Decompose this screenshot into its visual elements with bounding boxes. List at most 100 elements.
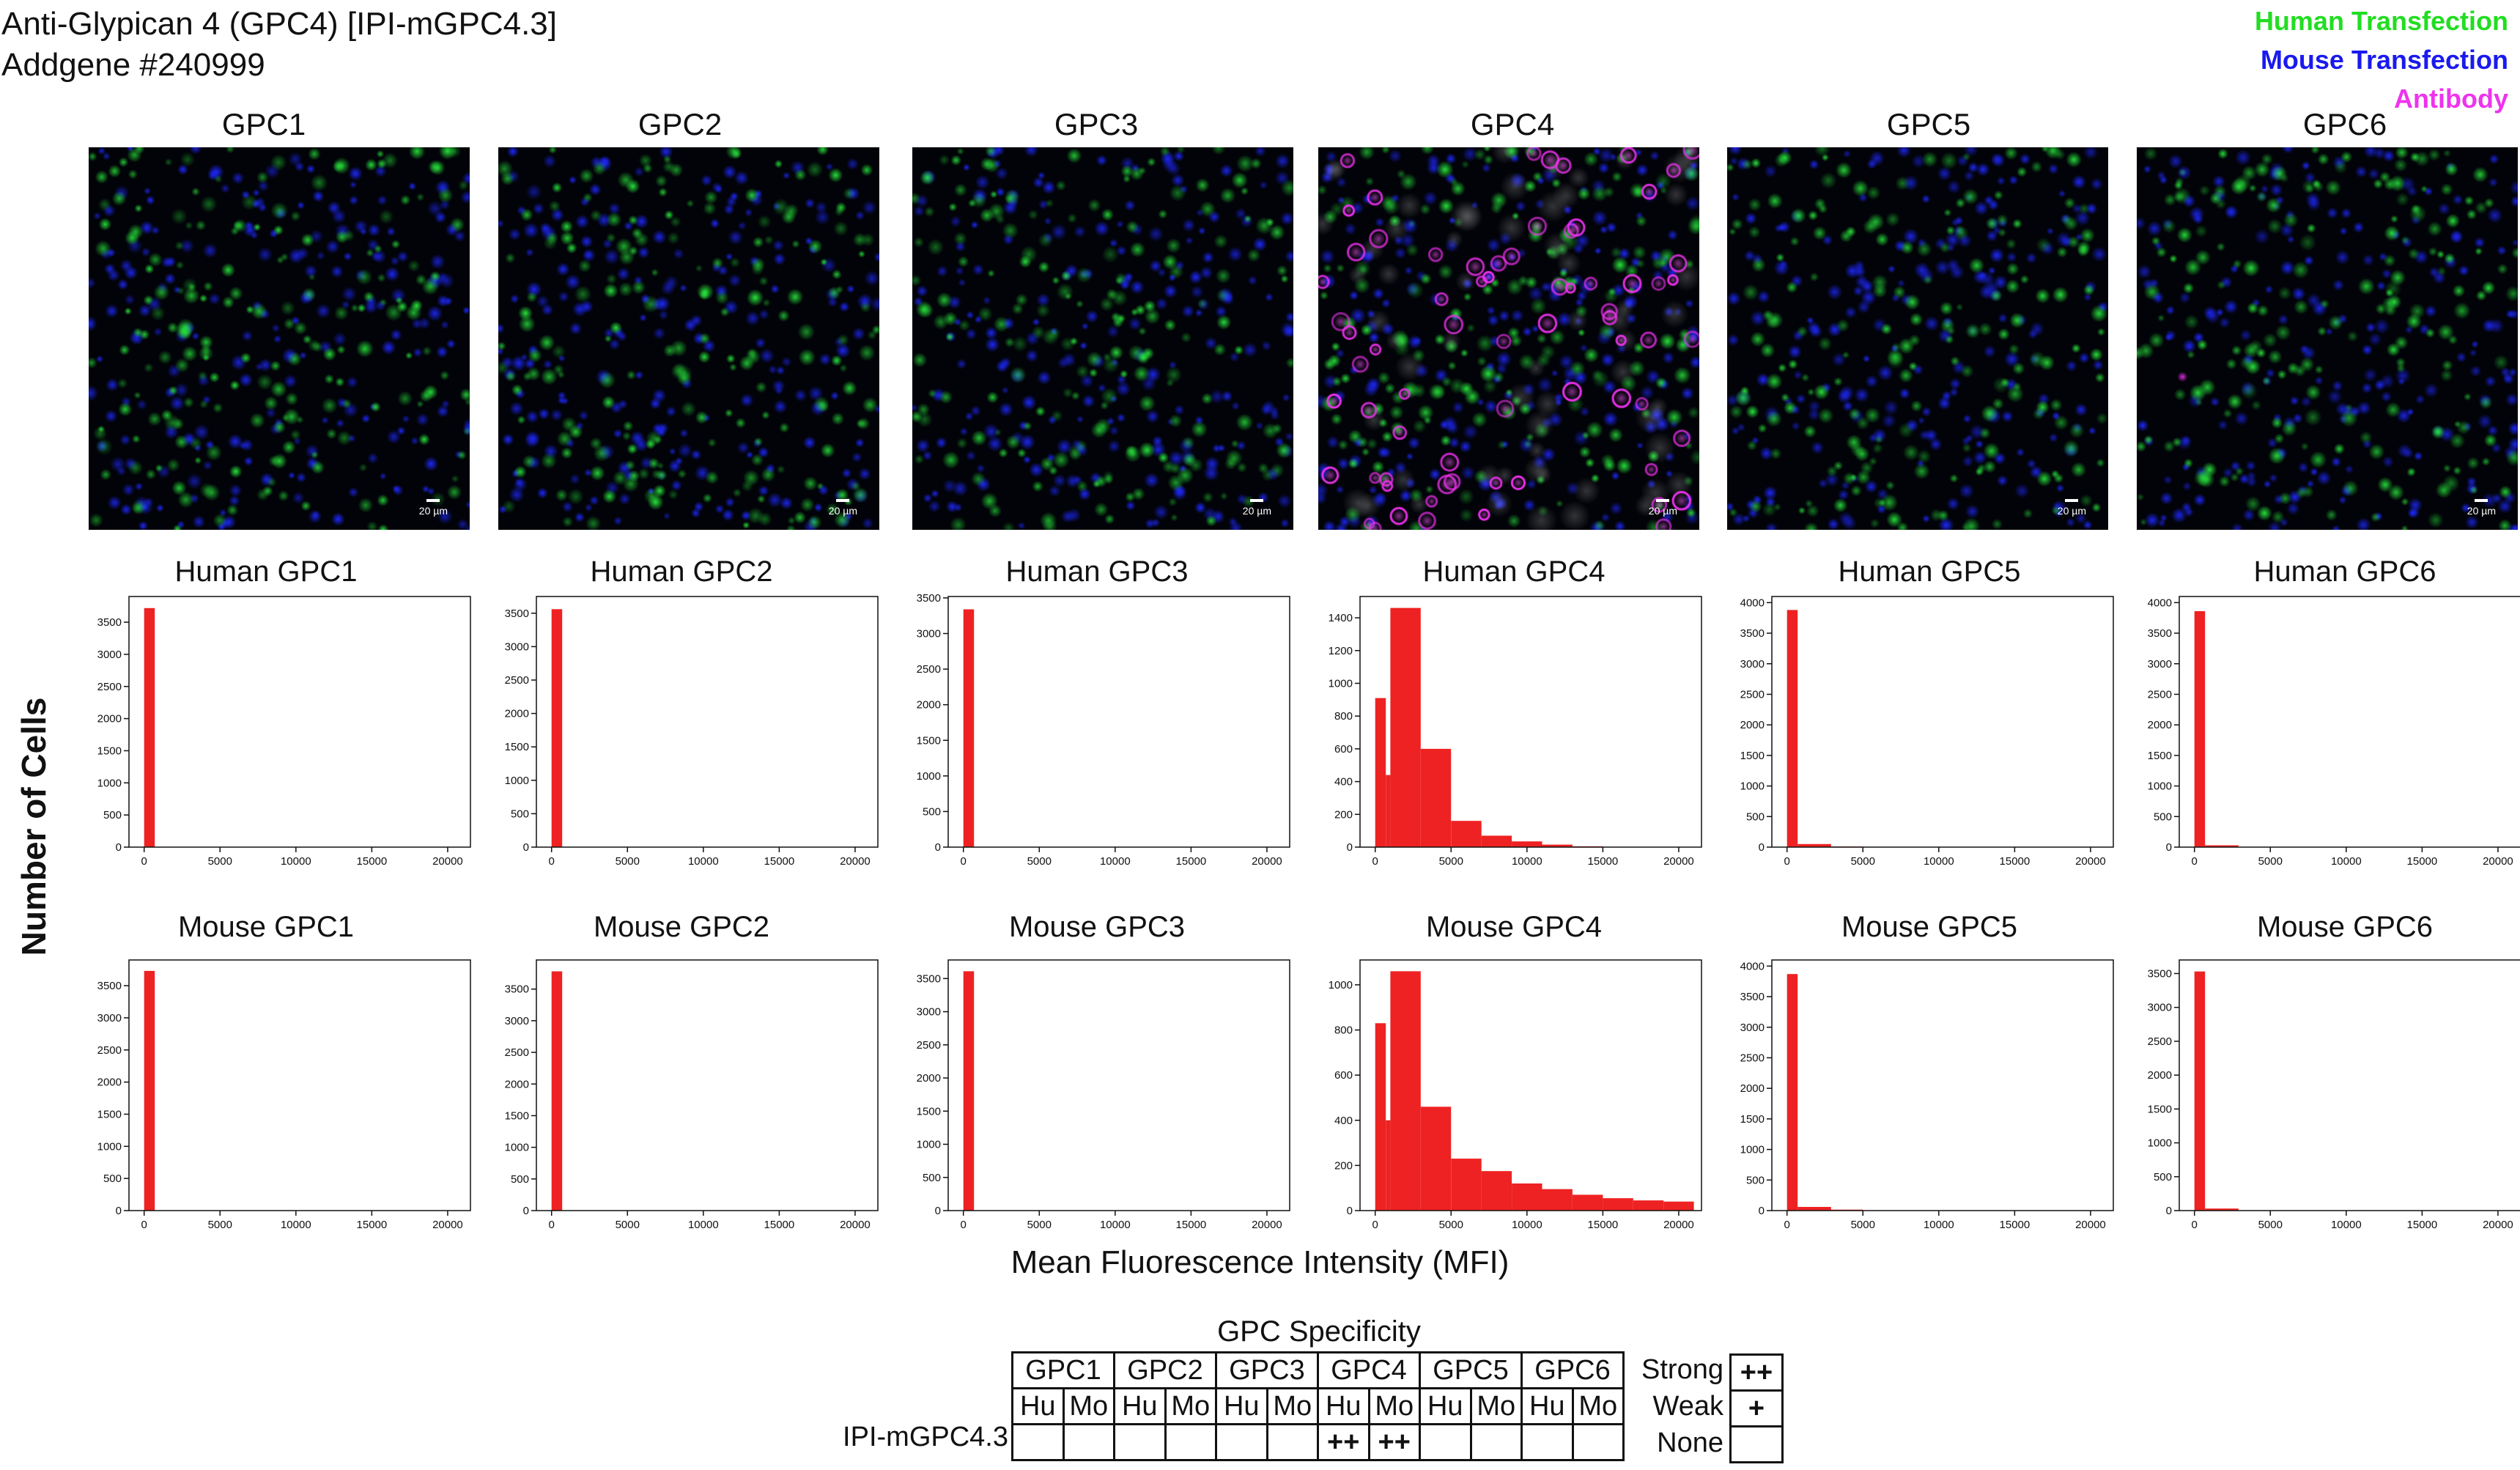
x-tick-label: 20000 [1663, 855, 1694, 868]
histogram-bar [1633, 1200, 1664, 1211]
y-tick-label: 3500 [97, 980, 122, 992]
x-tick-label: 0 [141, 855, 147, 868]
histogram-title-mouse-gpc2: Mouse GPC2 [593, 911, 770, 943]
x-tick-label: 5000 [1439, 855, 1463, 868]
histogram-human-gpc6: 0 500 1000 1500 2000 2500 3000 3500 4000 0 5000 100… [2148, 596, 2520, 868]
x-tick-label: 0 [1372, 855, 1378, 868]
specificity-result-row: ++ ++ [1011, 1423, 1625, 1461]
y-tick-label: 0 [935, 841, 941, 854]
micrograph-gpc2: 20 µm [498, 147, 879, 530]
histogram-title-human-gpc3: Human GPC3 [1005, 555, 1189, 588]
micrograph-gpc3-cells [912, 147, 1293, 530]
histogram-title-mouse-gpc4: Mouse GPC4 [1425, 911, 1603, 943]
x-tick-label: 5000 [2258, 855, 2283, 868]
y-tick-label: 2500 [917, 663, 941, 676]
y-tick-label: 1000 [1329, 979, 1353, 991]
y-tick-label: 0 [523, 841, 529, 854]
x-tick-label: 10000 [2331, 1219, 2362, 1231]
y-tick-label: 0 [116, 841, 122, 854]
y-tick-label: 0 [935, 1205, 941, 1217]
y-tick-label: 2000 [2148, 1069, 2172, 1082]
x-tick-label: 10000 [1924, 855, 1954, 868]
key-label-none: None [1657, 1427, 1723, 1458]
histogram-human-gpc1: 0 500 1000 1500 2000 2500 3000 3500 0 5000 10000 15… [97, 596, 471, 868]
histogram-bar [963, 971, 975, 1211]
x-tick-label: 20000 [1252, 855, 1282, 868]
x-tick-label: 15000 [357, 1219, 388, 1231]
histogram-title-human-gpc4: Human GPC4 [1422, 555, 1606, 588]
histogram-title-mouse-gpc3: Mouse GPC3 [1008, 911, 1186, 943]
y-tick-label: 2500 [2148, 1035, 2172, 1048]
key-label-weak: Weak [1652, 1391, 1723, 1422]
histogram-bar [1390, 607, 1421, 847]
x-tick-label: 10000 [1924, 1219, 1954, 1231]
y-tick-label: 500 [511, 1173, 529, 1186]
histogram-title-mouse-gpc6: Mouse GPC6 [2256, 911, 2434, 943]
histogram-bar [144, 607, 155, 847]
micrograph-gpc3: 20 µm [912, 147, 1293, 530]
y-tick-label: 1000 [917, 1139, 941, 1151]
y-tick-label: 1500 [505, 1109, 529, 1122]
scale-bar: 20 µm [2058, 499, 2086, 517]
y-tick-label: 1500 [1740, 1113, 1765, 1126]
spec-sub-hu: Hu [1521, 1387, 1574, 1425]
x-tick-label: 10000 [1100, 1219, 1131, 1231]
spec-group-gpc1: GPC1 [1011, 1351, 1115, 1389]
micrograph-gpc6-cells [2137, 147, 2518, 530]
x-tick-label: 20000 [2075, 855, 2106, 868]
spec-sub-mo: Mo [1571, 1387, 1625, 1425]
histogram-human-gpc4: 0 200 400 600 800 1000 1200 1400 0 5000 10000 15000… [1329, 596, 1702, 868]
x-tick-label: 5000 [1027, 855, 1052, 868]
y-tick-label: 400 [1334, 776, 1353, 788]
scale-bar: 20 µm [419, 499, 448, 517]
y-tick-label: 2000 [917, 699, 941, 712]
spec-result-gpc1-mo [1062, 1423, 1115, 1461]
y-tick-label: 1500 [505, 741, 529, 753]
spec-sub-hu: Hu [1215, 1387, 1268, 1425]
histogram-bar [1786, 610, 1798, 847]
spec-result-gpc6-hu [1521, 1423, 1574, 1461]
histogram-bar [1420, 1107, 1452, 1211]
y-tick-label: 2500 [505, 674, 529, 687]
y-tick-label: 3000 [97, 649, 122, 661]
micrograph-gpc4-cells [1318, 147, 1699, 530]
micrograph-gpc1: 20 µm [89, 147, 470, 530]
x-tick-label: 10000 [688, 855, 719, 868]
x-tick-label: 15000 [1176, 855, 1207, 868]
y-tick-label: 1500 [917, 734, 941, 747]
y-tick-label: 2000 [97, 1076, 122, 1089]
figure-title: Anti-Glypican 4 (GPC4) [IPI-mGPC4.3] [1, 6, 557, 42]
histogram-bar [2194, 971, 2206, 1211]
x-tick-label: 0 [961, 855, 967, 868]
x-tick-label: 10000 [281, 1219, 311, 1231]
histogram-bar [1420, 748, 1452, 847]
y-tick-label: 0 [2166, 1205, 2172, 1217]
histogram-bar [1797, 843, 1831, 847]
legend-mouse-transfection: Mouse Transfection [2260, 45, 2508, 75]
specificity-group-row: GPC1 GPC2 GPC3 GPC4 GPC5 GPC6 [1011, 1351, 1625, 1389]
x-tick-label: 5000 [208, 855, 232, 868]
spec-sub-mo: Mo [1265, 1387, 1319, 1425]
y-tick-label: 500 [923, 1172, 941, 1184]
histogram-title-human-gpc1: Human GPC1 [174, 555, 358, 588]
key-symbol-weak: + [1729, 1389, 1784, 1427]
column-title-gpc6: GPC6 [2302, 107, 2387, 141]
y-tick-label: 3500 [2148, 967, 2172, 980]
y-tick-label: 3500 [97, 616, 122, 629]
x-axis-label: Mean Fluorescence Intensity (MFI) [1010, 1244, 1510, 1280]
y-tick-label: 3500 [505, 607, 529, 620]
histogram-mouse-gpc1: 0 500 1000 1500 2000 2500 3000 3500 0 5000 10000 15… [97, 959, 471, 1231]
column-title-gpc5: GPC5 [1886, 107, 1971, 141]
histogram-bar [2205, 1208, 2239, 1211]
legend-human-transfection: Human Transfection [2254, 6, 2508, 36]
y-tick-label: 2000 [1740, 1082, 1765, 1095]
y-tick-label: 0 [1347, 841, 1353, 854]
plot-frame [2179, 596, 2520, 848]
histogram-title-mouse-gpc1: Mouse GPC1 [177, 911, 355, 943]
x-tick-label: 20000 [2075, 1219, 2106, 1231]
spec-result-gpc3-hu [1215, 1423, 1268, 1461]
spec-result-gpc1-hu [1011, 1423, 1065, 1461]
histogram-bar [551, 609, 563, 847]
y-tick-label: 500 [511, 808, 529, 820]
y-tick-label: 1000 [505, 775, 529, 787]
